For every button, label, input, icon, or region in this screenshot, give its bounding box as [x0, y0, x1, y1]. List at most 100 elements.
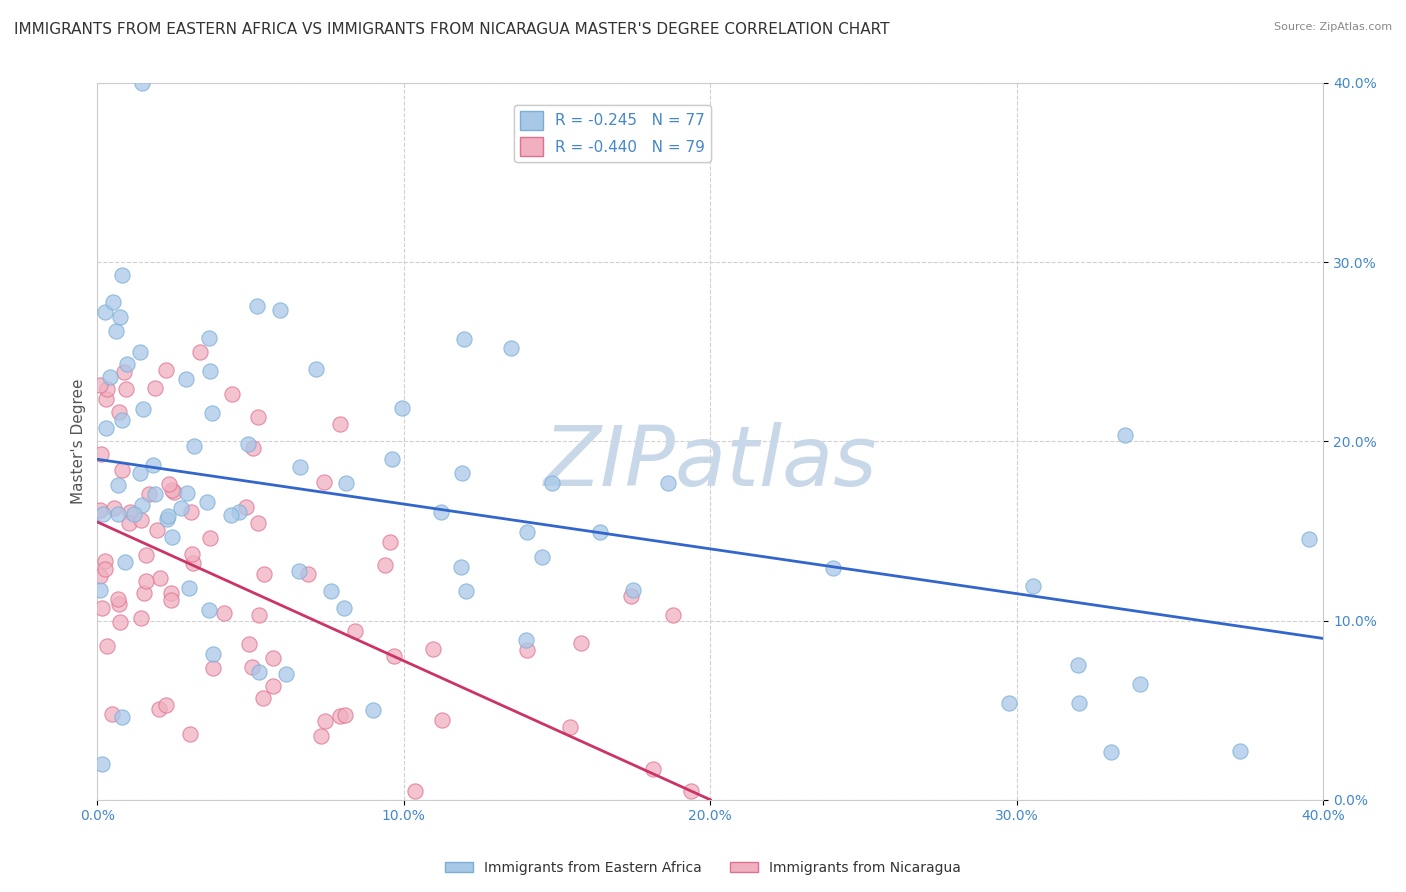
Point	[240, 660, 263, 674]
Point	[90, 601, 112, 615]
Point	[679, 784, 702, 798]
Point	[195, 495, 218, 509]
Point	[247, 607, 270, 622]
Point	[998, 696, 1021, 710]
Point	[246, 410, 269, 425]
Point	[159, 593, 181, 607]
Legend: R = -0.245   N = 77, R = -0.440   N = 79: R = -0.245 N = 77, R = -0.440 N = 79	[513, 105, 711, 162]
Point	[160, 530, 183, 544]
Point	[156, 512, 179, 526]
Point	[374, 558, 396, 572]
Point	[118, 516, 141, 531]
Point	[122, 508, 145, 522]
Point	[90, 447, 112, 461]
Y-axis label: Master's Degree: Master's Degree	[72, 378, 86, 504]
Point	[180, 547, 202, 561]
Point	[129, 513, 152, 527]
Legend: Immigrants from Eastern Africa, Immigrants from Nicaragua: Immigrants from Eastern Africa, Immigran…	[440, 855, 966, 880]
Point	[160, 586, 183, 600]
Point	[274, 667, 297, 681]
Point	[309, 729, 332, 743]
Point	[262, 651, 284, 665]
Point	[170, 501, 193, 516]
Point	[430, 713, 453, 727]
Point	[94, 562, 117, 576]
Point	[198, 331, 221, 345]
Point	[242, 442, 264, 456]
Point	[174, 372, 197, 386]
Point	[114, 382, 136, 396]
Point	[100, 706, 122, 721]
Point	[221, 387, 243, 401]
Point	[201, 406, 224, 420]
Point	[143, 381, 166, 395]
Point	[138, 486, 160, 500]
Point	[157, 508, 180, 523]
Point	[422, 641, 444, 656]
Point	[1298, 533, 1320, 547]
Point	[146, 523, 169, 537]
Point	[107, 591, 129, 606]
Point	[305, 362, 328, 376]
Point	[381, 452, 404, 467]
Point	[198, 603, 221, 617]
Point	[343, 624, 366, 638]
Point	[118, 505, 141, 519]
Point	[108, 598, 131, 612]
Point	[202, 660, 225, 674]
Point	[96, 392, 118, 406]
Point	[363, 702, 385, 716]
Point	[132, 402, 155, 417]
Point	[288, 459, 311, 474]
Point	[160, 483, 183, 497]
Point	[314, 475, 336, 490]
Point	[103, 501, 125, 516]
Point	[404, 784, 426, 798]
Point	[108, 404, 131, 418]
Text: Source: ZipAtlas.com: Source: ZipAtlas.com	[1274, 22, 1392, 32]
Point	[235, 500, 257, 515]
Point	[89, 568, 111, 582]
Point	[558, 720, 581, 734]
Point	[1067, 657, 1090, 672]
Point	[155, 698, 177, 713]
Point	[103, 294, 125, 309]
Point	[94, 554, 117, 568]
Point	[135, 549, 157, 563]
Point	[288, 565, 311, 579]
Point	[238, 637, 260, 651]
Point	[516, 642, 538, 657]
Point	[335, 475, 357, 490]
Point	[1114, 428, 1136, 442]
Point	[541, 476, 564, 491]
Point	[131, 498, 153, 512]
Point	[319, 583, 342, 598]
Point	[143, 486, 166, 500]
Point	[382, 649, 405, 664]
Point	[111, 268, 134, 283]
Point	[107, 507, 129, 521]
Point	[453, 332, 475, 346]
Point	[430, 505, 453, 519]
Point	[93, 305, 115, 319]
Point	[202, 647, 225, 661]
Point	[297, 566, 319, 581]
Point	[163, 484, 186, 499]
Point	[641, 762, 664, 776]
Point	[620, 589, 643, 603]
Point	[1229, 744, 1251, 758]
Point	[1021, 579, 1043, 593]
Point	[333, 708, 356, 723]
Point	[657, 475, 679, 490]
Point	[329, 417, 352, 431]
Point	[238, 437, 260, 451]
Point	[90, 756, 112, 771]
Point	[219, 508, 242, 522]
Point	[621, 583, 644, 598]
Point	[198, 532, 221, 546]
Point	[135, 574, 157, 588]
Point	[228, 505, 250, 519]
Point	[89, 378, 111, 392]
Point	[1099, 745, 1122, 759]
Point	[128, 345, 150, 359]
